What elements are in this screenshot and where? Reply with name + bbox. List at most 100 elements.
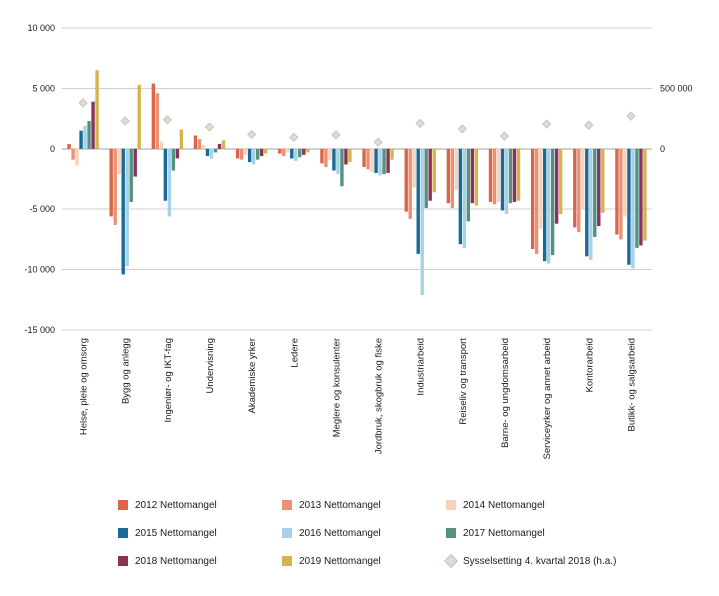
bar <box>416 148 420 254</box>
bar <box>71 148 75 160</box>
legend-color-swatch <box>282 556 292 566</box>
legend-item: 2012 Nettomangel <box>118 499 282 511</box>
bar <box>217 143 222 149</box>
bar <box>151 83 156 149</box>
bar <box>450 148 455 208</box>
bar <box>627 148 631 265</box>
legend-color-swatch <box>118 500 128 510</box>
bar <box>324 148 328 167</box>
bar <box>91 101 95 149</box>
bar <box>432 148 436 193</box>
net-shortage-bar-chart: 10 000 5 000 0 -5 000 -10 000 -15 000 500 000 0… <box>24 23 692 459</box>
employment-diamond-marker <box>289 132 299 143</box>
employment-diamond-marker <box>246 129 257 140</box>
bar <box>286 148 290 153</box>
bar <box>470 148 475 204</box>
bar <box>446 148 451 204</box>
x-axis-category-label: Serviceyrker og annet arbeid <box>542 338 553 459</box>
bar <box>221 140 226 149</box>
bar <box>581 148 585 210</box>
left-axis-tick-label: 0 <box>50 144 55 154</box>
bar <box>550 148 555 256</box>
bar <box>125 148 129 266</box>
left-axis-tick-label: 10 000 <box>27 23 55 33</box>
bar <box>454 148 459 190</box>
bar <box>336 148 340 175</box>
bar <box>332 148 336 171</box>
bar <box>171 148 176 171</box>
bar <box>488 148 493 202</box>
bar <box>530 148 535 250</box>
bar <box>593 148 597 237</box>
bar <box>259 148 264 157</box>
legend-color-swatch <box>118 556 128 566</box>
bar <box>382 148 386 175</box>
bar <box>643 148 647 241</box>
bar <box>408 148 412 219</box>
bar <box>390 148 394 160</box>
legend-label: 2015 Nettomangel <box>135 527 217 539</box>
bar <box>159 141 164 149</box>
legend-item: 2015 Nettomangel <box>118 527 282 539</box>
bar <box>424 148 428 208</box>
legend-label: 2019 Nettomangel <box>299 555 381 567</box>
bar <box>243 148 248 155</box>
bar <box>201 145 206 149</box>
legend-item: 2017 Nettomangel <box>446 527 616 539</box>
bar <box>577 148 581 233</box>
bar <box>412 148 416 188</box>
bar <box>619 148 623 240</box>
bar <box>542 148 547 262</box>
bar <box>117 148 121 175</box>
bar <box>378 148 382 176</box>
bar <box>294 148 298 161</box>
bar <box>278 148 282 154</box>
bar <box>197 139 202 149</box>
bar <box>597 148 601 227</box>
bar <box>213 148 218 153</box>
legend-label: 2013 Nettomangel <box>299 499 381 511</box>
bar <box>623 148 627 217</box>
employment-diamond-marker <box>373 137 383 147</box>
bar <box>179 129 184 149</box>
bar <box>209 148 214 159</box>
x-axis-category-label: Meglere og konsulenter <box>331 338 342 437</box>
legend-item: 2018 Nettomangel <box>118 555 282 567</box>
bar <box>83 125 87 149</box>
bar <box>121 148 125 275</box>
left-axis-tick-label: -15 000 <box>24 325 55 335</box>
left-axis-tick-label: 5 000 <box>32 83 55 93</box>
employment-diamond-marker <box>499 131 510 141</box>
bar <box>129 148 133 202</box>
bar <box>67 143 71 149</box>
employment-diamond-marker <box>331 130 341 140</box>
employment-diamond-marker <box>78 98 88 108</box>
bar <box>167 148 172 217</box>
bar <box>302 148 306 155</box>
bar <box>87 121 91 149</box>
bar <box>635 148 639 248</box>
bar <box>175 148 180 159</box>
left-axis-tick-label: -10 000 <box>24 265 55 275</box>
bar <box>546 148 551 264</box>
chart-legend: 2012 Nettomangel 2013 Nettomangel 2014 Net… <box>118 499 617 569</box>
bar <box>370 148 374 172</box>
legend-label: Sysselsetting 4. kvartal 2018 (h.a.) <box>463 555 617 567</box>
bar <box>639 148 643 246</box>
bar <box>362 148 366 167</box>
bar <box>290 148 294 159</box>
x-axis-category-label: Bygg og anlegg <box>121 338 132 404</box>
bar <box>306 148 310 153</box>
legend-diamond-swatch <box>443 553 459 569</box>
bar <box>466 148 471 222</box>
bar <box>205 148 210 157</box>
legend-label: 2014 Nettomangel <box>463 499 545 511</box>
bar <box>328 148 332 160</box>
legend-item: Sysselsetting 4. kvartal 2018 (h.a.) <box>443 553 617 569</box>
bar <box>239 148 244 160</box>
bar <box>113 148 117 225</box>
x-axis-category-label: Jordbruk, skogbruk og fiske <box>374 338 385 454</box>
bar <box>512 148 517 202</box>
legend-label: 2018 Nettomangel <box>135 555 217 567</box>
x-axis-category-label: Ledere <box>289 338 300 368</box>
